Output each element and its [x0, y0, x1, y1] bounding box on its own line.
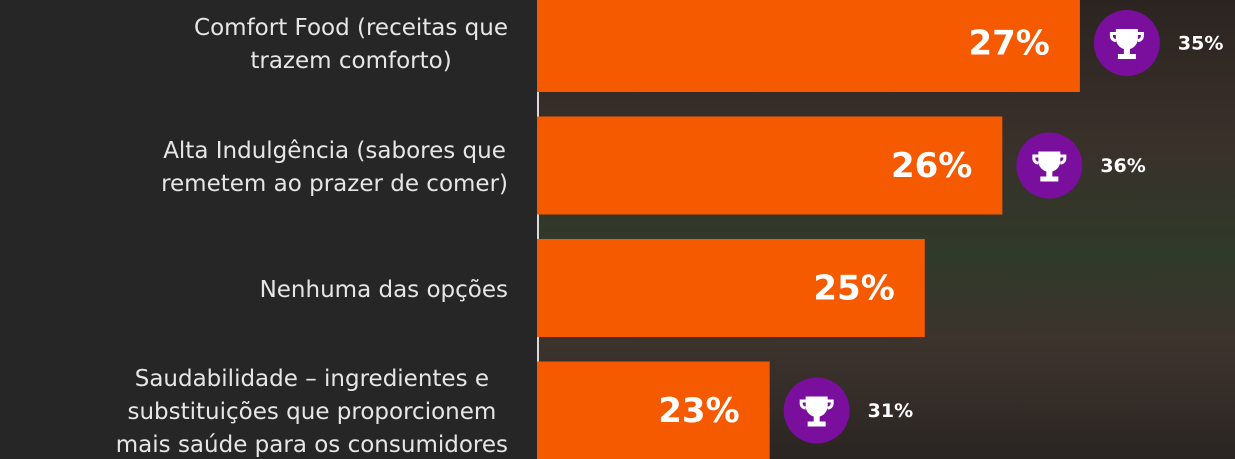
trophy-icon [1032, 151, 1067, 182]
bar [537, 239, 925, 337]
category-label: Alta Indulgência (sabores que remetem ao… [0, 135, 508, 201]
category-label: Nenhuma das opções [0, 274, 508, 307]
category-label: Comfort Food (receitas que trazem comfor… [0, 12, 508, 78]
value-label: 23% [658, 391, 739, 431]
trophy-icon [1109, 29, 1144, 59]
category-text: Alta Indulgência (sabores que remetem ao… [161, 137, 508, 197]
category-text: Comfort Food (receitas que trazem comfor… [194, 15, 508, 74]
bar [537, 361, 770, 459]
value-label: 25% [813, 269, 894, 309]
trophy-label: 36% [1100, 155, 1145, 177]
trophy-label: 35% [1178, 33, 1223, 55]
value-label: 26% [891, 146, 972, 186]
category-text: Nenhuma das opções [259, 276, 508, 303]
trophy: 35% [1093, 10, 1223, 76]
trophy: 36% [1016, 132, 1146, 199]
label-panel [0, 0, 537, 459]
category-label: Saudabilidade – ingredientes e substitui… [0, 363, 508, 459]
trophy: 31% [783, 377, 913, 444]
axis-line [537, 0, 539, 459]
category-text: Saudabilidade – ingredientes e substitui… [115, 366, 508, 458]
trophy-label: 31% [868, 400, 913, 422]
bar [537, 0, 1080, 92]
trophy-icon [799, 396, 834, 427]
value-label: 27% [968, 24, 1049, 64]
bar [537, 116, 1003, 215]
